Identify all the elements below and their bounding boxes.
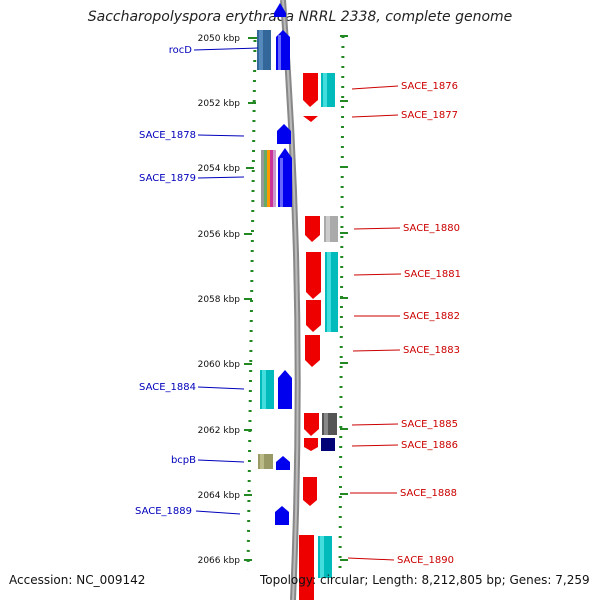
label-leader xyxy=(351,85,399,90)
map-graphic-part xyxy=(280,158,283,207)
label-leader xyxy=(351,114,399,118)
map-graphic-part xyxy=(267,150,270,207)
gene-feature-box xyxy=(325,252,338,332)
map-graphic-part xyxy=(273,150,276,207)
reverse-gene-arrow xyxy=(304,413,319,436)
map-graphic-part xyxy=(324,413,328,435)
gene-feature-box xyxy=(261,150,264,207)
ruler-label: 2050 kbp xyxy=(198,34,241,44)
gene-feature-box xyxy=(321,438,335,451)
gene-label: SACE_1879 xyxy=(139,173,196,184)
label-leader xyxy=(353,227,401,230)
genome-summary: Topology: circular; Length: 8,212,805 bp… xyxy=(260,573,590,587)
map-graphic-part xyxy=(278,35,281,70)
map-graphic-part xyxy=(259,30,263,70)
forward-gene-arrow xyxy=(277,124,291,144)
label-leader xyxy=(352,349,401,352)
label-leader xyxy=(197,386,245,390)
label-leader xyxy=(197,459,245,463)
map-graphic-part xyxy=(323,73,327,107)
label-leader xyxy=(347,557,395,561)
map-graphic-part xyxy=(264,150,267,207)
reverse-gene-arrow xyxy=(303,477,317,506)
reverse-gene-arrow xyxy=(299,535,314,600)
reverse-gene-arrow xyxy=(306,300,321,332)
gene-label: SACE_1876 xyxy=(401,81,458,92)
forward-gene-arrow xyxy=(276,456,290,470)
label-leader xyxy=(197,134,245,137)
label-leader xyxy=(351,423,399,426)
reverse-gene-arrow xyxy=(304,438,318,451)
ruler-label: 2056 kbp xyxy=(198,230,241,240)
right-tick-rail xyxy=(338,35,345,571)
ruler-label: 2066 kbp xyxy=(198,556,241,566)
gene-label: SACE_1881 xyxy=(404,269,461,280)
forward-gene-arrow xyxy=(275,506,289,525)
reverse-gene-arrow xyxy=(305,335,320,367)
gene-label: SACE_1885 xyxy=(401,419,458,430)
map-title: Saccharopolyspora erythraea NRRL 2338, c… xyxy=(87,9,513,25)
reverse-gene-arrow xyxy=(303,116,318,122)
ruler-label: 2062 kbp xyxy=(198,426,241,436)
gene-label: SACE_1883 xyxy=(403,345,460,356)
map-graphic-part xyxy=(260,454,264,469)
ruler-label: 2060 kbp xyxy=(198,360,241,370)
map-graphic-part xyxy=(320,536,324,578)
reverse-gene-arrow xyxy=(306,252,321,299)
map-graphic-part xyxy=(262,370,266,409)
gene-label: SACE_1882 xyxy=(403,311,460,322)
map-graphic-part xyxy=(270,150,273,207)
gene-label: SACE_1889 xyxy=(135,506,192,517)
gene-label: SACE_1878 xyxy=(139,130,196,141)
ruler-label: 2052 kbp xyxy=(198,99,241,109)
label-leader xyxy=(197,176,245,179)
reverse-gene-arrow xyxy=(303,73,318,107)
gene-label: rocD xyxy=(169,45,193,56)
gene-label: SACE_1886 xyxy=(401,440,458,451)
label-leader xyxy=(193,47,259,51)
ruler-label: 2054 kbp xyxy=(198,164,241,174)
ruler-label: 2058 kbp xyxy=(198,295,241,305)
label-leader xyxy=(195,510,241,515)
gene-label: SACE_1880 xyxy=(403,223,460,234)
label-leader xyxy=(353,273,402,276)
forward-gene-arrow xyxy=(278,370,292,409)
ruler-label: 2064 kbp xyxy=(198,491,241,501)
reverse-gene-arrow xyxy=(305,216,320,242)
left-tick-rail xyxy=(246,39,257,571)
gene-label: SACE_1884 xyxy=(139,382,196,393)
gene-label: SACE_1890 xyxy=(397,555,454,566)
accession-label: Accession: NC_009142 xyxy=(9,573,146,587)
map-graphic-part xyxy=(282,0,299,600)
label-leader xyxy=(351,444,399,447)
gene-label: bcpB xyxy=(171,455,196,466)
map-graphic-part xyxy=(326,216,330,242)
forward-gene-arrow xyxy=(274,3,286,13)
gene-label: SACE_1877 xyxy=(401,110,458,121)
map-graphic-part xyxy=(327,252,331,332)
map-graphic-part xyxy=(274,13,286,17)
gene-label: SACE_1888 xyxy=(400,488,457,499)
